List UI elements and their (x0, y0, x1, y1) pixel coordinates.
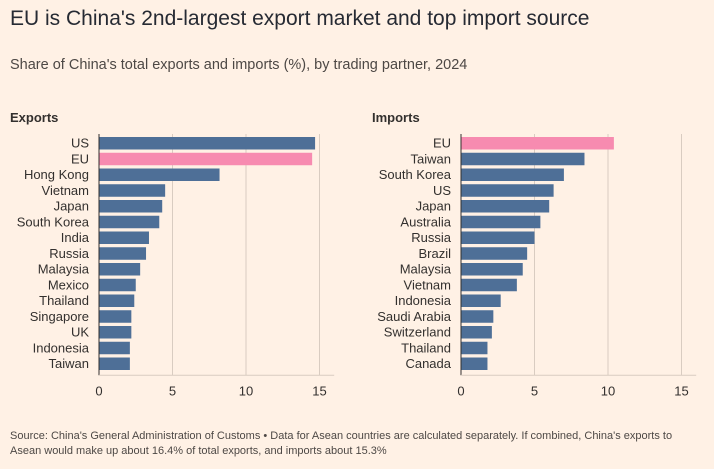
exports-category-label: Malaysia (38, 262, 90, 277)
imports-category-label: Taiwan (411, 151, 451, 166)
imports-bar (461, 231, 535, 244)
exports-category-label: US (71, 136, 89, 151)
exports-tick-label: 5 (169, 383, 176, 398)
exports-tick-label: 0 (95, 383, 102, 398)
exports-category-label: EU (71, 151, 89, 166)
imports-tick-label: 0 (457, 383, 464, 398)
imports-category-label: US (433, 183, 451, 198)
imports-bar (461, 137, 614, 150)
imports-bar (461, 341, 488, 355)
exports-category-label: Hong Kong (24, 167, 89, 182)
imports-bar (461, 310, 494, 323)
imports-category-label: Russia (411, 230, 452, 245)
imports-category-label: South Korea (379, 167, 452, 182)
imports-tick-label: 10 (601, 383, 615, 398)
exports-bar (99, 278, 136, 292)
exports-bar (99, 215, 160, 229)
exports-bar (99, 263, 141, 276)
imports-bar (461, 294, 501, 307)
imports-title: Imports (372, 110, 420, 125)
exports-tick-label: 10 (239, 383, 253, 398)
exports-bar (99, 184, 166, 197)
exports-bar (99, 137, 316, 150)
imports-bar (461, 215, 541, 229)
exports-category-label: India (61, 230, 90, 245)
imports-bar (461, 247, 528, 260)
exports-bar (99, 294, 135, 307)
imports-tick-label: 5 (531, 383, 538, 398)
source-note: Source: China's General Administration o… (10, 430, 673, 457)
exports-category-label: Taiwan (49, 356, 89, 371)
imports-tick-label: 15 (674, 383, 688, 398)
imports-bar (461, 278, 517, 292)
exports-category-label: Mexico (48, 277, 89, 292)
exports-category-label: South Korea (17, 214, 90, 229)
exports-bar (99, 357, 130, 370)
imports-bar (461, 200, 550, 213)
chart-title: EU is China's 2nd-largest export market … (10, 7, 590, 30)
imports-category-label: Switzerland (384, 325, 451, 340)
imports-category-label: Vietnam (404, 277, 451, 292)
imports-category-label: Indonesia (395, 293, 452, 308)
imports-bar (461, 168, 564, 181)
chart-subtitle: Share of China's total exports and impor… (10, 57, 468, 73)
imports-category-label: Thailand (401, 340, 451, 355)
exports-category-label: Thailand (39, 293, 89, 308)
imports-category-label: Brazil (418, 246, 451, 261)
exports-bar (99, 168, 220, 181)
imports-category-label: Malaysia (400, 262, 452, 277)
exports-category-label: Indonesia (33, 340, 90, 355)
imports-bar (461, 263, 523, 276)
exports-bar (99, 310, 132, 323)
exports-category-label: UK (71, 325, 89, 340)
imports-category-label: Japan (416, 199, 451, 214)
exports-bar (99, 152, 313, 166)
exports-category-label: Vietnam (42, 183, 89, 198)
exports-bar (99, 341, 130, 355)
imports-bar (461, 184, 554, 197)
imports-category-label: EU (433, 136, 451, 151)
imports-category-label: Canada (405, 356, 451, 371)
exports-bar (99, 247, 147, 260)
exports-bar (99, 200, 163, 213)
imports-category-label: Australia (400, 214, 451, 229)
imports-bar (461, 326, 492, 339)
exports-category-label: Japan (54, 199, 89, 214)
exports-title: Exports (10, 110, 58, 125)
imports-bar (461, 152, 585, 166)
exports-category-label: Singapore (30, 309, 89, 324)
exports-bar (99, 231, 149, 244)
exports-tick-label: 15 (312, 383, 326, 398)
imports-category-label: Saudi Arabia (377, 309, 451, 324)
exports-category-label: Russia (49, 246, 90, 261)
imports-bar (461, 357, 488, 370)
exports-bar (99, 326, 132, 339)
